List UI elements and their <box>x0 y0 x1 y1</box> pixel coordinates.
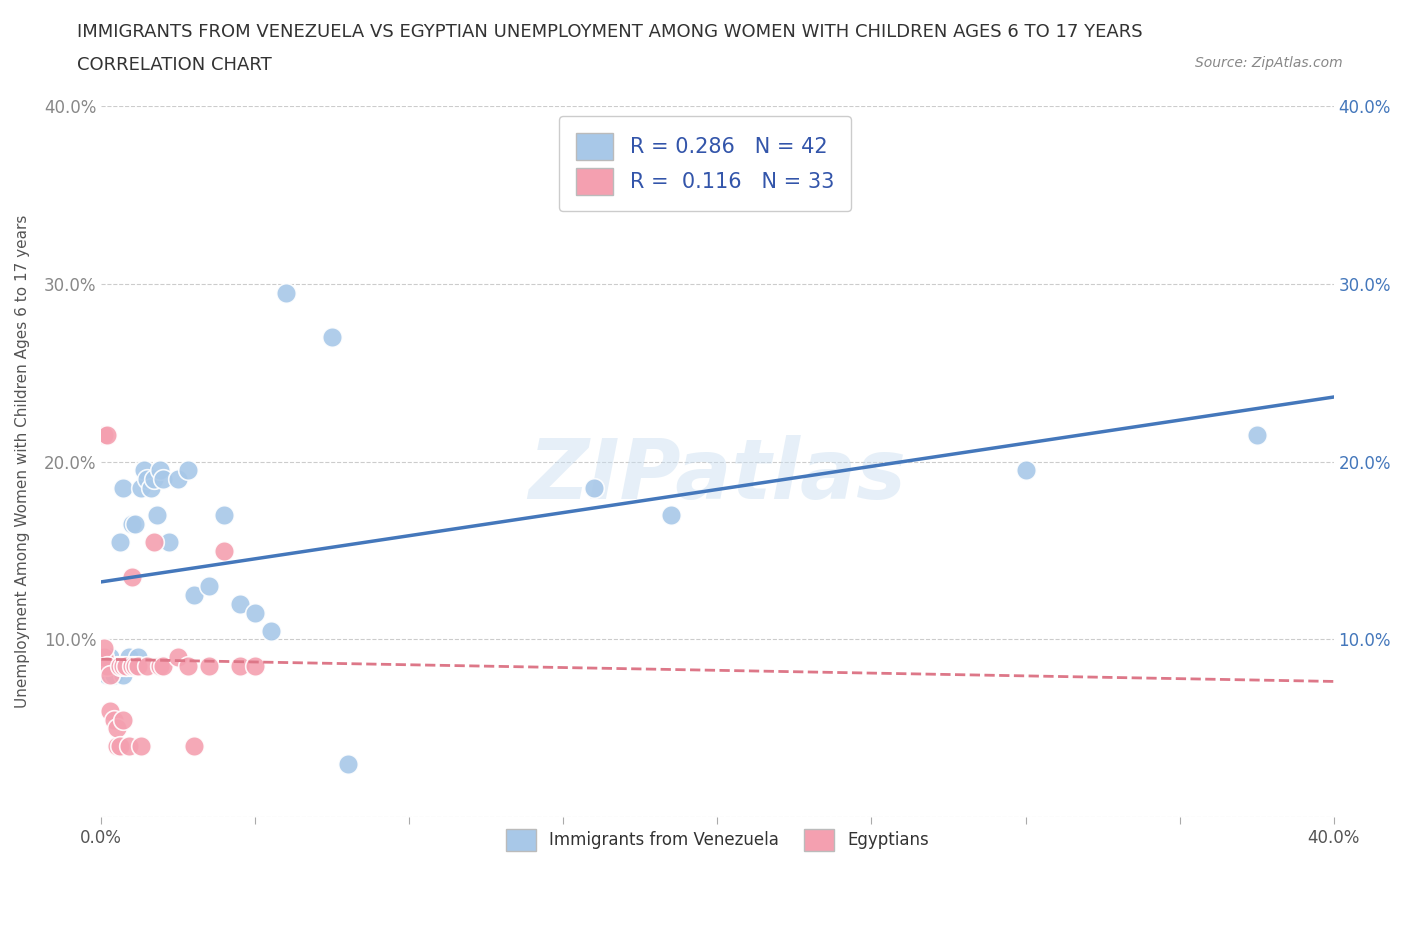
Point <box>111 712 134 727</box>
Text: Source: ZipAtlas.com: Source: ZipAtlas.com <box>1195 56 1343 70</box>
Point <box>167 472 190 486</box>
Point <box>198 658 221 673</box>
Point <box>145 508 167 523</box>
Point <box>136 658 159 673</box>
Point <box>142 534 165 549</box>
Point <box>149 658 172 673</box>
Point <box>115 658 138 673</box>
Point <box>139 481 162 496</box>
Point <box>152 658 174 673</box>
Point <box>127 650 149 665</box>
Point <box>229 658 252 673</box>
Text: CORRELATION CHART: CORRELATION CHART <box>77 56 273 73</box>
Point <box>108 658 131 673</box>
Point <box>108 658 131 673</box>
Point <box>260 623 283 638</box>
Point <box>111 668 134 683</box>
Point <box>115 658 138 673</box>
Point <box>96 658 118 673</box>
Legend: Immigrants from Venezuela, Egyptians: Immigrants from Venezuela, Egyptians <box>498 821 938 859</box>
Point <box>659 508 682 523</box>
Point <box>111 658 134 673</box>
Point <box>118 658 141 673</box>
Point <box>129 738 152 753</box>
Point <box>1246 428 1268 443</box>
Point <box>229 596 252 611</box>
Point <box>103 668 125 683</box>
Point <box>157 534 180 549</box>
Point <box>100 650 122 665</box>
Point <box>183 738 205 753</box>
Point <box>118 738 141 753</box>
Point <box>93 428 115 443</box>
Point <box>245 658 267 673</box>
Point <box>198 578 221 593</box>
Point <box>245 605 267 620</box>
Point <box>274 286 297 300</box>
Point <box>96 428 118 443</box>
Point <box>105 658 128 673</box>
Point <box>167 650 190 665</box>
Point <box>100 658 122 673</box>
Point <box>583 481 606 496</box>
Point <box>93 658 115 673</box>
Point <box>152 472 174 486</box>
Point <box>111 481 134 496</box>
Text: IMMIGRANTS FROM VENEZUELA VS EGYPTIAN UNEMPLOYMENT AMONG WOMEN WITH CHILDREN AGE: IMMIGRANTS FROM VENEZUELA VS EGYPTIAN UN… <box>77 23 1143 41</box>
Point <box>149 463 172 478</box>
Point <box>100 668 122 683</box>
Point <box>108 534 131 549</box>
Point <box>105 738 128 753</box>
Point <box>105 721 128 736</box>
Point <box>124 516 146 531</box>
Point <box>142 472 165 486</box>
Point <box>121 658 143 673</box>
Point <box>129 481 152 496</box>
Point <box>108 738 131 753</box>
Point <box>93 658 115 673</box>
Point <box>96 668 118 683</box>
Point <box>176 658 198 673</box>
Point <box>118 650 141 665</box>
Point <box>1014 463 1036 478</box>
Point <box>336 757 359 772</box>
Point <box>100 703 122 718</box>
Point <box>93 650 115 665</box>
Point <box>93 650 115 665</box>
Point <box>121 570 143 585</box>
Point <box>121 658 143 673</box>
Point <box>127 658 149 673</box>
Point <box>321 329 343 344</box>
Point <box>183 588 205 603</box>
Point <box>121 516 143 531</box>
Point <box>176 463 198 478</box>
Y-axis label: Unemployment Among Women with Children Ages 6 to 17 years: Unemployment Among Women with Children A… <box>15 215 30 709</box>
Point <box>103 712 125 727</box>
Point <box>214 508 236 523</box>
Point <box>124 658 146 673</box>
Text: ZIPatlas: ZIPatlas <box>529 435 907 516</box>
Point <box>214 543 236 558</box>
Point <box>134 463 156 478</box>
Point <box>93 641 115 656</box>
Point <box>136 472 159 486</box>
